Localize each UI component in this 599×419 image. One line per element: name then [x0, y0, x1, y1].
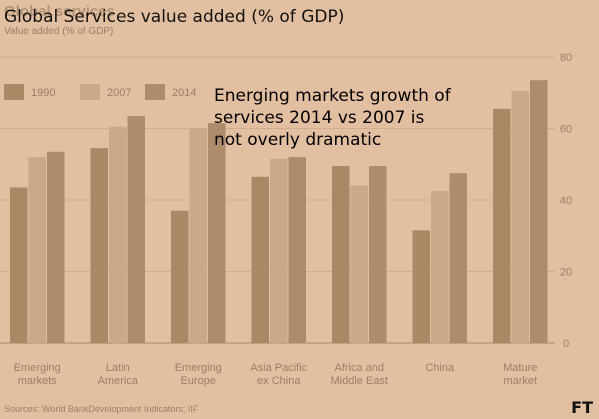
legend-swatch-2014 [145, 84, 165, 100]
x-category-label-0: Emerging markets [14, 362, 61, 387]
legend-label-2007: 2007 [107, 87, 131, 99]
bar-6-1990 [493, 108, 511, 344]
x-category-label-1: Latin America [98, 362, 139, 387]
chart-source: Sources: World BankDevelopment Indicator… [4, 404, 199, 414]
y-tick-label-0: 0 [563, 338, 569, 350]
x-category-label-5: China [425, 362, 455, 374]
x-category-label-3: Asia Pacific ex China [250, 362, 307, 387]
chart-title: Global services [4, 3, 115, 20]
x-category-label-6: Mature market [503, 362, 537, 387]
bar-5-2007 [431, 191, 449, 343]
bar-1-2007 [109, 126, 127, 344]
bar-6-2014 [530, 80, 548, 344]
x-category-label-2: Emerging Europe [175, 362, 222, 387]
bar-2-2007 [189, 128, 207, 343]
bar-0-1990 [10, 187, 28, 343]
bar-3-2007 [270, 158, 288, 343]
y-tick-label-60: 60 [560, 124, 572, 136]
bar-3-2014 [288, 157, 306, 343]
legend-swatch-1990 [4, 84, 24, 100]
y-tick-label-40: 40 [560, 195, 572, 207]
legend-swatch-2007 [80, 84, 100, 100]
bar-1-2014 [127, 115, 145, 343]
bar-3-1990 [251, 176, 269, 343]
x-category-label-4: Africa and Middle East [331, 362, 388, 387]
bar-1-1990 [90, 148, 108, 343]
bar-6-2007 [511, 90, 529, 344]
legend-label-2014: 2014 [172, 87, 196, 99]
bar-0-2014 [47, 151, 65, 343]
bar-4-1990 [332, 166, 350, 343]
overlay-annotation: Energing markets growth of services 2014… [214, 86, 451, 150]
bar-2-1990 [171, 210, 189, 343]
bar-5-1990 [412, 230, 430, 343]
legend-label-1990: 1990 [31, 87, 55, 99]
bar-4-2014 [369, 166, 387, 343]
bar-5-2014 [449, 173, 467, 343]
bar-2-2014 [208, 123, 226, 343]
overlay-title: Global Services value added (% of GDP) [4, 7, 345, 27]
chart-subtitle: Value added (% of GDP) [4, 26, 113, 37]
y-tick-label-20: 20 [560, 267, 572, 279]
bar-4-2007 [350, 185, 368, 343]
ft-logo: FT [571, 398, 593, 417]
y-tick-label-80: 80 [560, 52, 572, 64]
bar-0-2007 [28, 157, 46, 343]
